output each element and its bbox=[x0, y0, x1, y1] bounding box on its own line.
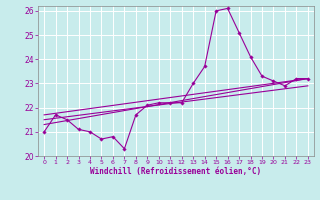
X-axis label: Windchill (Refroidissement éolien,°C): Windchill (Refroidissement éolien,°C) bbox=[91, 167, 261, 176]
